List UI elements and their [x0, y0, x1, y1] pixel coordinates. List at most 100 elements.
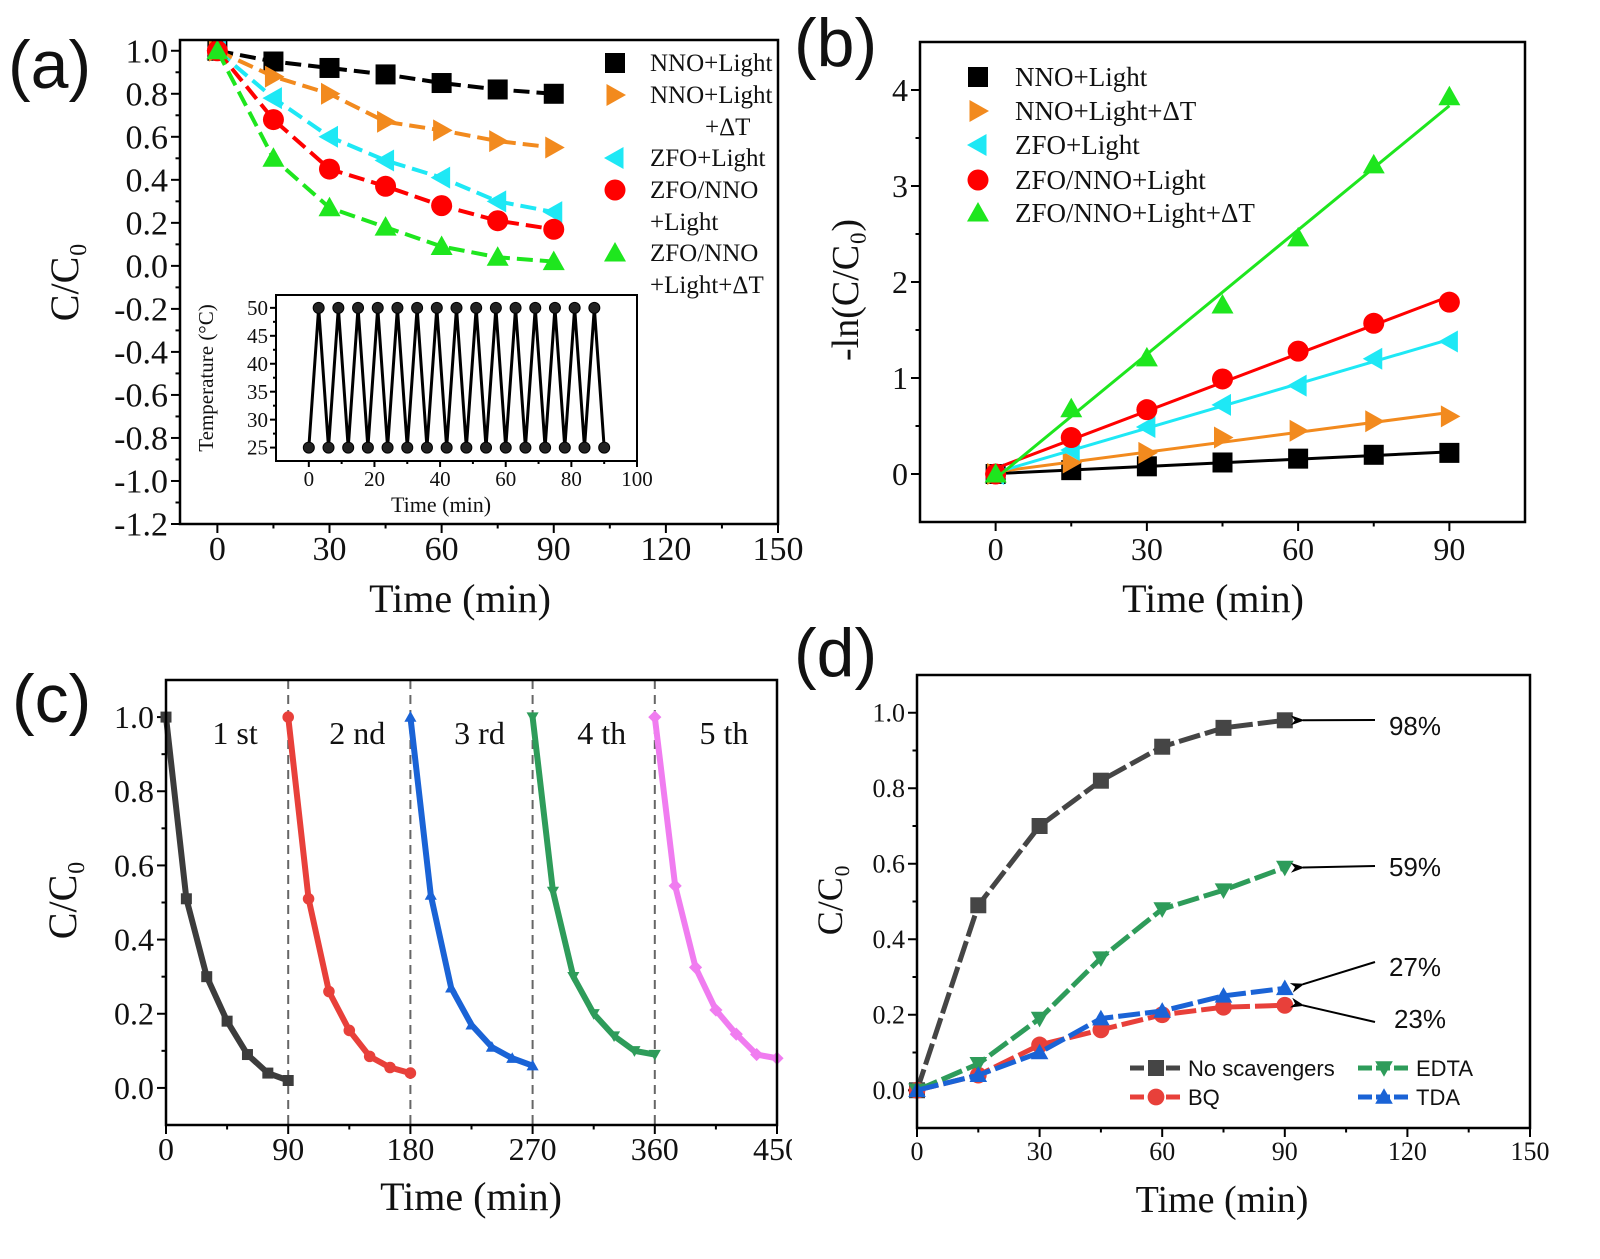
- legend-label: NNO+Light: [650, 82, 772, 109]
- y-tick-label: 25: [247, 436, 268, 460]
- data-point: [1363, 312, 1385, 334]
- data-point: [262, 1067, 274, 1079]
- panel-label: (b): [794, 5, 877, 81]
- x-tick-label: 40: [430, 467, 451, 491]
- data-point: [363, 1050, 376, 1063]
- data-point: [424, 889, 437, 900]
- x-tick-label: 90: [537, 531, 571, 568]
- legend-marker: [967, 169, 989, 191]
- legend-marker: [1375, 1061, 1393, 1077]
- series-0: [302, 301, 611, 454]
- data-point: [506, 1052, 519, 1063]
- data-point: [470, 301, 483, 314]
- legend-marker: [604, 179, 626, 201]
- data-point: [420, 441, 433, 454]
- data-point: [262, 147, 285, 167]
- data-point: [729, 1027, 743, 1041]
- data-point: [404, 1067, 417, 1079]
- data-point: [343, 1024, 356, 1037]
- x-tick-label: 0: [304, 467, 315, 491]
- legend-entry: ZFO+Light: [604, 145, 766, 172]
- legend-entry: ZFO/NNO +Light: [604, 177, 758, 236]
- data-point: [221, 1015, 233, 1027]
- legend-label: TDA: [1416, 1085, 1460, 1110]
- data-point: [431, 195, 453, 217]
- data-point: [546, 886, 560, 898]
- data-point: [578, 441, 591, 454]
- x-tick-label: 80: [561, 467, 582, 491]
- x-axis-label: Time (min): [1136, 1179, 1309, 1221]
- y-tick-label: 0.8: [126, 76, 169, 113]
- annotation-label: 27%: [1389, 952, 1441, 982]
- data-point: [1438, 291, 1460, 313]
- data-point: [543, 83, 564, 104]
- data-point: [180, 893, 192, 905]
- data-point: [1215, 719, 1232, 736]
- data-point: [1030, 1011, 1049, 1028]
- x-tick-label: 30: [1027, 1137, 1053, 1166]
- y-tick-label: 1.0: [873, 699, 906, 728]
- data-point: [1060, 397, 1083, 418]
- x-tick-label: 270: [509, 1131, 557, 1167]
- x-tick-label: 0: [911, 1137, 924, 1166]
- legend-label: No scavengers: [1188, 1056, 1335, 1081]
- data-point: [970, 897, 987, 914]
- data-point: [282, 1075, 294, 1086]
- legend-marker: [1375, 1088, 1393, 1104]
- annotation-label: 98%: [1389, 711, 1441, 741]
- legend-label: EDTA: [1416, 1056, 1473, 1081]
- legend-entry: NNO+Light +ΔT: [606, 82, 772, 141]
- legend-marker: [969, 100, 989, 122]
- data-point: [688, 960, 703, 974]
- data-point: [1092, 1009, 1110, 1026]
- legend-label: +ΔT: [705, 114, 750, 141]
- data-point: [1135, 415, 1156, 438]
- legend-label: NNO+Light+ΔT: [1015, 96, 1197, 126]
- x-axis-label: Time (min): [391, 492, 491, 517]
- data-point: [750, 1047, 764, 1062]
- panel-a: 0 30 60 90 120 150 1.0 0.8 0.6 0.4 0.2 0.0 -0.2 -0.4 -…: [8, 27, 804, 621]
- x-tick-label: 30: [1131, 531, 1163, 567]
- data-point: [1289, 419, 1310, 442]
- data-point: [377, 110, 397, 133]
- data-point: [1440, 405, 1461, 428]
- panel-label: (c): [12, 661, 91, 737]
- x-tick-label: 120: [640, 531, 691, 568]
- data-point: [1092, 951, 1110, 967]
- y-axis-label: Temperature (°C): [194, 304, 218, 451]
- y-tick-label: 0.0: [114, 1070, 154, 1106]
- data-point: [430, 235, 453, 256]
- y-tick-label: 0.6: [114, 847, 154, 883]
- data-point: [1365, 410, 1385, 433]
- legend-marker: [606, 84, 626, 106]
- data-point: [519, 441, 532, 454]
- y-tick-label: 1.0: [126, 33, 169, 70]
- data-point: [1276, 860, 1294, 877]
- series-tda: [908, 979, 1294, 1098]
- series-no-scavengers: [909, 712, 1293, 1099]
- data-point: [486, 190, 507, 213]
- data-point: [489, 301, 502, 314]
- legend-entry: No scavengers: [1130, 1056, 1335, 1081]
- series-0: [160, 711, 294, 1086]
- x-tick-label: 150: [1511, 1137, 1550, 1166]
- data-point: [374, 216, 397, 236]
- data-point: [264, 65, 285, 88]
- data-point: [558, 441, 571, 454]
- y-tick-label: -1.2: [114, 507, 168, 544]
- x-axis-label: Time (min): [369, 576, 551, 621]
- x-tick-label: 100: [621, 467, 653, 491]
- annotation: 59%: [1290, 852, 1441, 882]
- x-tick-label: 450: [753, 1131, 801, 1167]
- x-tick-label: 120: [1388, 1137, 1427, 1166]
- data-point: [526, 712, 539, 724]
- data-point: [568, 301, 581, 314]
- data-point: [969, 1066, 988, 1082]
- data-point: [668, 879, 682, 893]
- annotation-label: 23%: [1394, 1004, 1446, 1034]
- x-axis-label: Time (min): [380, 1174, 562, 1219]
- data-point: [1438, 330, 1458, 353]
- series-line: [529, 716, 656, 1058]
- y-tick-label: 1: [892, 360, 908, 396]
- x-tick-label: 150: [753, 531, 804, 568]
